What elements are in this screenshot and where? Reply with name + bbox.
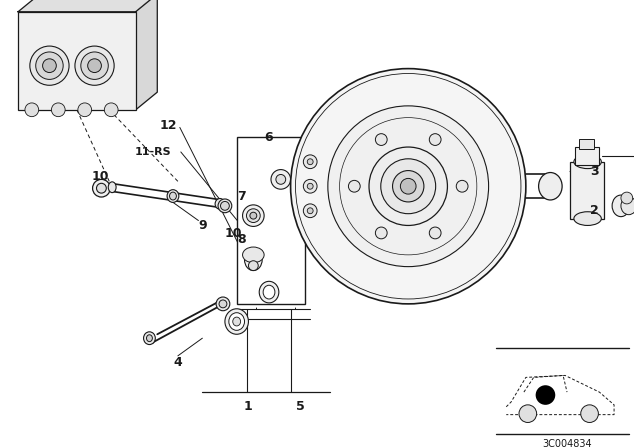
Ellipse shape [215, 198, 225, 209]
Ellipse shape [243, 247, 264, 263]
Ellipse shape [225, 309, 248, 334]
Circle shape [303, 179, 317, 193]
Ellipse shape [250, 212, 257, 219]
Ellipse shape [229, 313, 244, 330]
Text: 10: 10 [92, 170, 109, 183]
Text: 4: 4 [173, 356, 182, 369]
Circle shape [302, 210, 310, 218]
Circle shape [43, 59, 56, 73]
Ellipse shape [219, 300, 227, 308]
Text: 2: 2 [590, 204, 599, 217]
Circle shape [307, 159, 313, 165]
Circle shape [376, 134, 387, 146]
Text: 12: 12 [159, 119, 177, 132]
Circle shape [621, 192, 633, 204]
Circle shape [307, 183, 313, 189]
Circle shape [348, 181, 360, 192]
Circle shape [580, 405, 598, 422]
Circle shape [298, 206, 314, 221]
Ellipse shape [574, 155, 602, 168]
Circle shape [303, 155, 317, 168]
Circle shape [78, 103, 92, 116]
Circle shape [519, 405, 536, 422]
Circle shape [381, 159, 436, 214]
Ellipse shape [246, 209, 260, 223]
Circle shape [536, 385, 556, 405]
Circle shape [75, 46, 114, 85]
Ellipse shape [574, 212, 602, 225]
Polygon shape [18, 0, 157, 12]
Ellipse shape [539, 172, 562, 200]
Circle shape [88, 59, 101, 73]
Circle shape [97, 183, 106, 193]
Bar [570, 162, 604, 219]
Ellipse shape [263, 285, 275, 299]
Circle shape [307, 208, 313, 214]
Text: 10: 10 [225, 227, 243, 240]
Ellipse shape [108, 182, 116, 193]
Circle shape [456, 181, 468, 192]
Text: 9: 9 [198, 219, 207, 232]
Ellipse shape [621, 197, 637, 215]
Polygon shape [136, 0, 157, 110]
Circle shape [303, 204, 317, 218]
Text: 7: 7 [237, 190, 246, 202]
Circle shape [429, 134, 441, 146]
Bar [579, 139, 595, 149]
Ellipse shape [143, 332, 156, 345]
Circle shape [36, 52, 63, 79]
Ellipse shape [170, 192, 177, 200]
Circle shape [276, 174, 285, 184]
Ellipse shape [233, 317, 241, 326]
Ellipse shape [612, 195, 630, 217]
Circle shape [30, 46, 69, 85]
Ellipse shape [147, 335, 152, 342]
Ellipse shape [221, 202, 229, 210]
Circle shape [81, 52, 108, 79]
Circle shape [93, 179, 110, 197]
Ellipse shape [248, 261, 259, 271]
Text: 1: 1 [243, 401, 252, 414]
Circle shape [104, 103, 118, 116]
Circle shape [392, 171, 424, 202]
Circle shape [271, 170, 291, 189]
Ellipse shape [216, 297, 230, 311]
Ellipse shape [218, 199, 232, 213]
Circle shape [25, 103, 38, 116]
Bar [18, 12, 136, 110]
Circle shape [51, 103, 65, 116]
Text: 6: 6 [265, 131, 273, 144]
Bar [575, 147, 600, 165]
Text: 3: 3 [590, 165, 599, 178]
Ellipse shape [167, 190, 179, 202]
Circle shape [376, 227, 387, 239]
Circle shape [401, 178, 416, 194]
Text: 3C004834: 3C004834 [542, 439, 592, 448]
Text: 5: 5 [296, 401, 305, 414]
Ellipse shape [244, 249, 262, 271]
Circle shape [369, 147, 447, 225]
Ellipse shape [259, 281, 279, 303]
Circle shape [328, 106, 488, 267]
Ellipse shape [243, 205, 264, 226]
Circle shape [291, 69, 526, 304]
Circle shape [429, 227, 441, 239]
Bar [237, 137, 305, 304]
Text: 11-RS: 11-RS [135, 147, 172, 157]
Text: 8: 8 [237, 233, 246, 246]
